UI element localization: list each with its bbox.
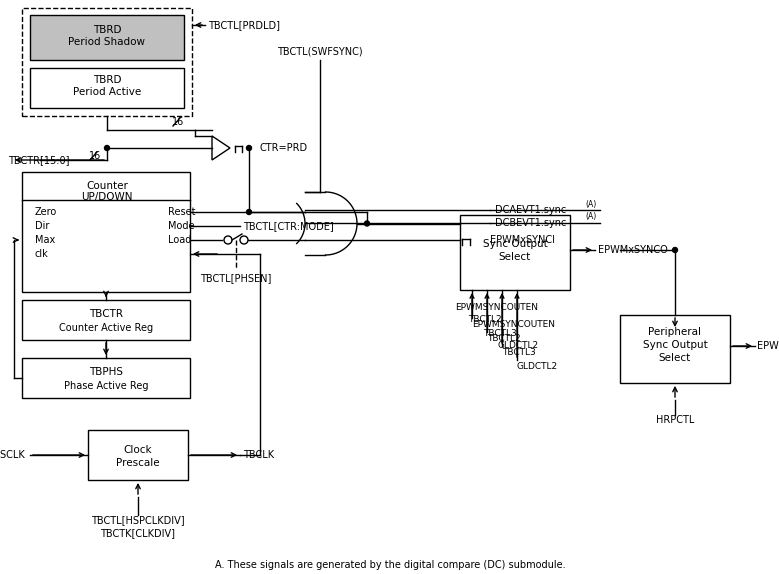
Text: TBCTL[PHSEN]: TBCTL[PHSEN]	[200, 273, 272, 283]
Bar	[30, 15, 184, 60]
Text: TBCTL3: TBCTL3	[483, 328, 516, 338]
Text: TBCLK: TBCLK	[243, 450, 274, 460]
Text: Phase Active Reg: Phase Active Reg	[64, 381, 148, 391]
Text: TBCTL[PRDLD]: TBCTL[PRDLD]	[208, 20, 280, 30]
Text: TBCTL2: TBCTL2	[468, 316, 502, 324]
Text: TBRD: TBRD	[93, 75, 122, 85]
Bar	[30, 68, 184, 108]
Text: TBPHS: TBPHS	[89, 367, 123, 377]
Bar	[22, 358, 190, 398]
Text: SYSCLK: SYSCLK	[0, 450, 25, 460]
Text: Counter: Counter	[86, 181, 128, 191]
Text: TBCTL[CTR:MODE]: TBCTL[CTR:MODE]	[243, 221, 333, 231]
Text: HRPCTL: HRPCTL	[656, 415, 694, 425]
Text: TBRD: TBRD	[93, 25, 122, 35]
Text: A. These signals are generated by the digital compare (DC) submodule.: A. These signals are generated by the di…	[215, 560, 566, 570]
Text: CTR=PRD: CTR=PRD	[260, 143, 308, 153]
Text: TBCTR[15:0]: TBCTR[15:0]	[8, 155, 69, 165]
Text: TBCTL2: TBCTL2	[487, 334, 520, 343]
Text: Peripheral: Peripheral	[648, 327, 702, 337]
Text: Load: Load	[168, 235, 192, 245]
Text: TBCTL3: TBCTL3	[502, 348, 536, 357]
Polygon shape	[212, 136, 230, 160]
Text: Dir: Dir	[35, 221, 49, 231]
Text: (A): (A)	[585, 200, 596, 208]
Text: DCAEVT1.sync: DCAEVT1.sync	[495, 205, 566, 215]
Text: Select: Select	[499, 252, 531, 262]
Text: Clock: Clock	[124, 445, 153, 455]
Text: GLDCTL2: GLDCTL2	[498, 342, 539, 351]
Text: Zero: Zero	[35, 207, 57, 217]
Bar	[460, 215, 570, 290]
Circle shape	[365, 221, 369, 226]
Bar	[22, 172, 190, 292]
Text: TBCTK[CLKDIV]: TBCTK[CLKDIV]	[100, 528, 175, 538]
Circle shape	[104, 145, 110, 150]
Bar	[22, 300, 190, 340]
Text: (A): (A)	[585, 212, 596, 222]
Text: Reset: Reset	[168, 207, 196, 217]
Text: 16: 16	[172, 117, 184, 127]
Bar	[88, 430, 188, 480]
Text: 16: 16	[89, 151, 101, 161]
Text: EPWMxSYNCI: EPWMxSYNCI	[490, 235, 555, 245]
Text: GLDCTL2: GLDCTL2	[517, 362, 558, 371]
Text: EPWMxSYNCO: EPWMxSYNCO	[598, 245, 668, 255]
Text: UP/DOWN: UP/DOWN	[81, 192, 132, 202]
Text: EPWMxSYNCPER: EPWMxSYNCPER	[757, 341, 779, 351]
Text: clk: clk	[35, 249, 49, 259]
Text: Sync Output: Sync Output	[643, 340, 707, 350]
Circle shape	[672, 247, 678, 253]
Text: TBCTL(SWFSYNC): TBCTL(SWFSYNC)	[277, 47, 363, 57]
Text: Max: Max	[35, 235, 55, 245]
Text: TBCTR: TBCTR	[89, 309, 123, 319]
Text: TBCTL[HSPCLKDIV]: TBCTL[HSPCLKDIV]	[91, 515, 185, 525]
Text: Counter Active Reg: Counter Active Reg	[59, 323, 153, 333]
Text: EPWMSYNCOUTEN: EPWMSYNCOUTEN	[472, 320, 555, 329]
Text: DCBEVT1.sync: DCBEVT1.sync	[495, 218, 566, 228]
Circle shape	[246, 210, 252, 215]
Text: Period Active: Period Active	[73, 87, 141, 97]
Circle shape	[246, 145, 252, 150]
Text: Select: Select	[659, 353, 691, 363]
Text: Period Shadow: Period Shadow	[69, 37, 146, 47]
Bar	[22, 8, 192, 116]
Text: EPWMSYNCOUTEN: EPWMSYNCOUTEN	[455, 302, 538, 312]
Text: Sync Output: Sync Output	[483, 239, 548, 249]
Text: Mode: Mode	[168, 221, 195, 231]
Bar	[620, 315, 730, 383]
Text: Prescale: Prescale	[116, 458, 160, 468]
